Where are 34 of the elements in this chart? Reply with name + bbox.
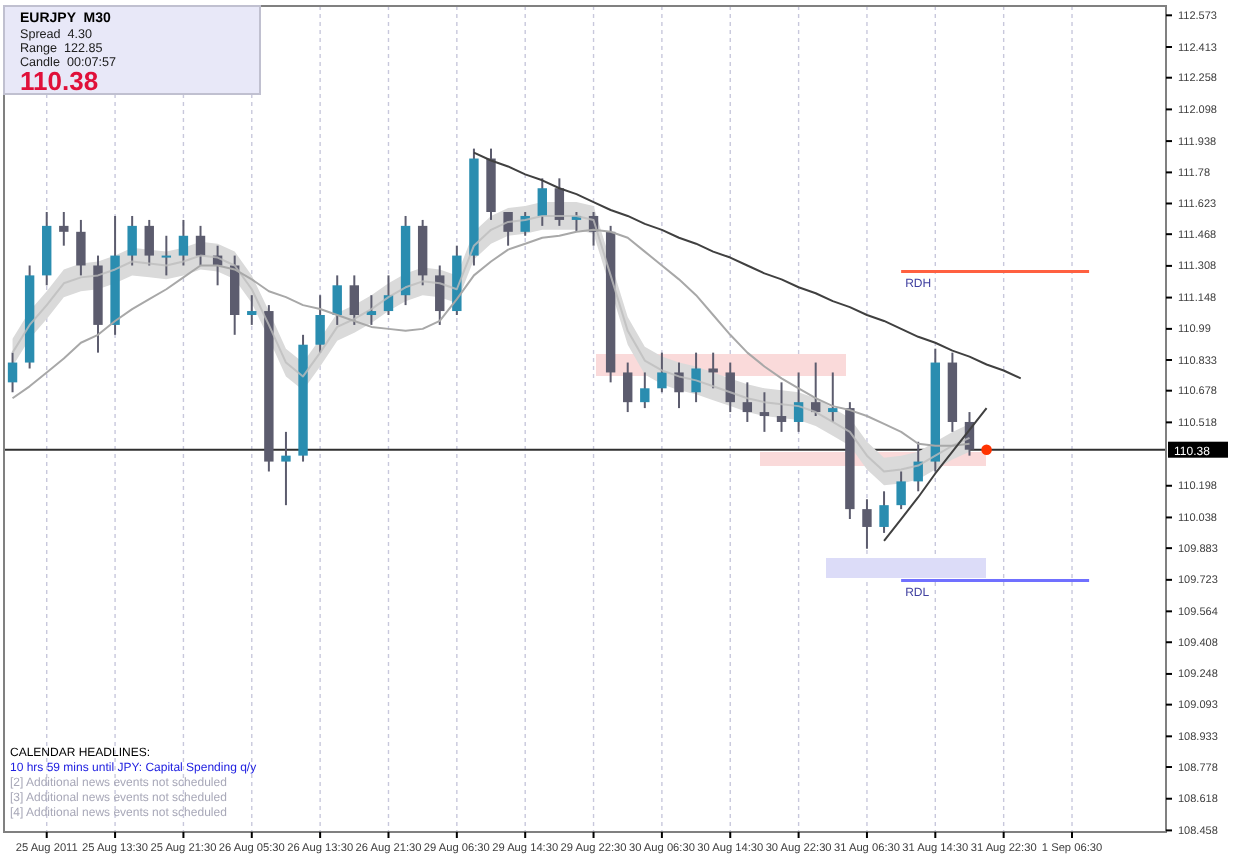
candlestick xyxy=(708,351,718,390)
candlestick xyxy=(640,371,650,410)
candlestick xyxy=(315,294,325,354)
candlestick xyxy=(657,351,667,394)
candlestick xyxy=(366,294,377,326)
candlestick xyxy=(349,274,360,326)
candlestick xyxy=(144,218,154,267)
candlestick xyxy=(759,391,770,433)
candlestick xyxy=(725,361,735,414)
candlestick xyxy=(862,498,872,550)
candlestick xyxy=(195,224,206,267)
line-series xyxy=(472,151,1022,380)
candlestick xyxy=(896,470,906,511)
candlestick xyxy=(879,490,889,534)
line-series xyxy=(883,407,988,542)
candlestick xyxy=(503,211,513,247)
candlestick xyxy=(623,361,633,414)
candlestick xyxy=(691,351,701,404)
candlestick xyxy=(332,274,342,326)
candlestick xyxy=(281,430,291,507)
candlestick xyxy=(435,264,445,326)
candlestick xyxy=(127,214,137,267)
candlestick xyxy=(161,234,172,277)
candlestick xyxy=(76,218,86,277)
candlestick xyxy=(247,294,257,326)
candlestick xyxy=(742,381,753,423)
candlestick xyxy=(59,211,69,247)
candlestick xyxy=(178,218,189,267)
candlestick xyxy=(776,381,787,433)
candlestick xyxy=(537,177,547,227)
candlestick xyxy=(828,371,838,423)
candlestick xyxy=(674,361,684,410)
candlestick xyxy=(7,351,18,394)
annotation: 110.38 xyxy=(20,66,99,96)
